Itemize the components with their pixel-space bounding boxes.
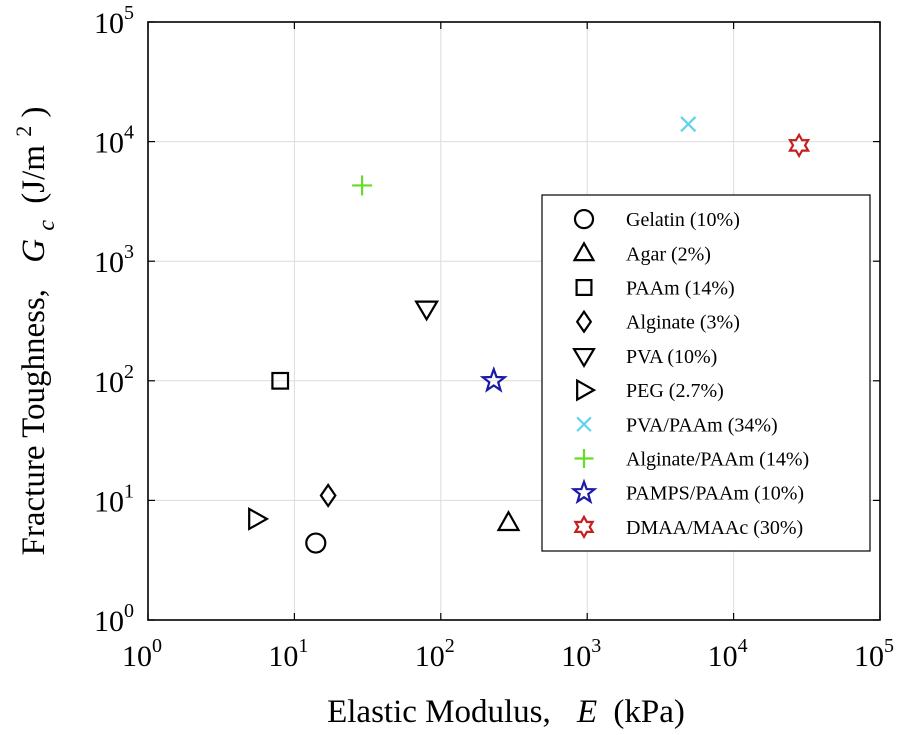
y-tick-base: 10 — [94, 246, 124, 279]
legend-item: PVA/PAAm (34%) — [576, 414, 778, 436]
x-tick-label: 101 — [268, 635, 308, 673]
x-tick-base: 10 — [415, 640, 445, 673]
x-tick-base: 10 — [561, 640, 591, 673]
y-axis-label-subscript: c — [34, 220, 60, 231]
x-axis-label-text: Elastic Modulus, — [327, 694, 551, 730]
y-axis-label-symbol: G — [16, 239, 52, 263]
legend-label: DMAA/MAAc (30%) — [626, 517, 803, 539]
legend-box — [541, 194, 871, 552]
x-axis-label-symbol: E — [576, 694, 597, 730]
x-axis-label-unit: (kPa) — [613, 694, 684, 730]
y-tick-base: 10 — [94, 366, 124, 399]
x-tick-labels: 100 101 102 103 104 105 — [122, 635, 894, 673]
legend-marker — [573, 208, 595, 230]
x-tick-base: 10 — [854, 640, 884, 673]
y-tick-exponent: 0 — [124, 600, 134, 622]
data-points — [248, 116, 811, 554]
x-tick-label: 102 — [415, 635, 455, 673]
y-tick-label: 105 — [94, 2, 134, 40]
legend-label: PAAm (14%) — [626, 278, 735, 300]
legend-label: Alginate/PAAm (14%) — [626, 449, 809, 471]
y-axis-label-text: Fracture Toughness, — [16, 289, 52, 556]
y-tick-base: 10 — [94, 7, 124, 40]
legend-label: PVA (10%) — [626, 346, 717, 368]
data-point-5 — [414, 300, 440, 322]
legend: Gelatin (10%) Agar (2%) PAAm (14%) Alginate… — [541, 194, 871, 552]
y-axis-label-unit: (J/m — [16, 145, 52, 204]
y-tick-base: 10 — [94, 485, 124, 518]
legend-label: PVA/PAAm (34%) — [626, 414, 778, 436]
legend-label: PAMPS/PAAm (10%) — [626, 483, 804, 505]
legend-marker — [575, 309, 593, 334]
legend-item: PVA (10%) — [572, 346, 717, 369]
legend-marker — [574, 449, 594, 468]
y-tick-exponent: 5 — [124, 2, 134, 24]
legend-item: PAMPS/PAAm (10%) — [570, 478, 804, 505]
legend-marker — [576, 378, 597, 402]
data-point-3 — [271, 371, 290, 390]
legend-item: PAAm (14%) — [575, 278, 735, 300]
legend-marker — [570, 478, 598, 505]
legend-label: PEG (2.7%) — [626, 380, 724, 402]
y-tick-exponent: 4 — [124, 122, 134, 144]
legend-item: Alginate (3%) — [575, 309, 740, 334]
y-axis-label: Fracture Toughness, G c (J/m 2 ) — [3, 107, 62, 556]
x-tick-exponent: 4 — [738, 635, 748, 657]
x-tick-label: 103 — [561, 635, 601, 673]
legend-item: Gelatin (10%) — [573, 208, 740, 231]
x-tick-exponent: 0 — [152, 635, 162, 657]
y-tick-exponent: 1 — [124, 480, 134, 502]
legend-marker — [572, 347, 596, 369]
x-tick-label: 100 — [122, 635, 162, 673]
data-point-6 — [248, 507, 270, 531]
legend-item: DMAA/MAAc (30%) — [573, 514, 803, 540]
data-point-2 — [496, 510, 521, 532]
legend-label: Gelatin (10%) — [626, 209, 740, 231]
legend-marker — [575, 278, 593, 297]
legend-label: Agar (2%) — [626, 243, 711, 265]
legend-item: Alginate/PAAm (14%) — [574, 449, 809, 471]
y-axis-label-unit-sup: 2 — [11, 126, 36, 137]
y-tick-label: 100 — [94, 600, 134, 638]
x-tick-label: 104 — [708, 635, 748, 673]
x-tick-exponent: 3 — [591, 635, 601, 657]
x-tick-base: 10 — [268, 640, 298, 673]
x-tick-exponent: 1 — [298, 635, 308, 657]
y-tick-exponent: 2 — [124, 361, 134, 383]
plot-frame — [147, 21, 881, 621]
x-tick-label: 105 — [854, 635, 894, 673]
x-tick-exponent: 2 — [445, 635, 455, 657]
data-point-1 — [305, 532, 327, 554]
x-tick-base: 10 — [122, 640, 152, 673]
y-axis-label-unit-close: ) — [16, 107, 52, 118]
legend-marker — [573, 514, 595, 540]
axis-ticks — [147, 21, 881, 621]
y-tick-label: 102 — [94, 361, 134, 399]
data-point-7 — [680, 116, 697, 133]
y-tick-label: 103 — [94, 241, 134, 279]
legend-item: PEG (2.7%) — [576, 378, 724, 402]
legend-marker — [576, 416, 592, 432]
y-tick-label: 104 — [94, 122, 134, 160]
y-tick-exponent: 3 — [124, 241, 134, 263]
data-point-8 — [352, 175, 373, 196]
data-point-4 — [319, 483, 337, 508]
y-tick-base: 10 — [94, 127, 124, 160]
data-point-10 — [788, 132, 811, 159]
x-tick-base: 10 — [708, 640, 738, 673]
x-axis-label: Elastic Modulus, E (kPa) — [327, 694, 685, 730]
legend-label: Alginate (3%) — [626, 312, 740, 334]
legend-item: Agar (2%) — [572, 241, 711, 265]
data-point-9 — [479, 366, 508, 393]
legend-marker — [572, 241, 596, 262]
y-tick-base: 10 — [94, 605, 124, 638]
x-tick-exponent: 5 — [884, 635, 894, 657]
y-tick-label: 101 — [94, 480, 134, 518]
